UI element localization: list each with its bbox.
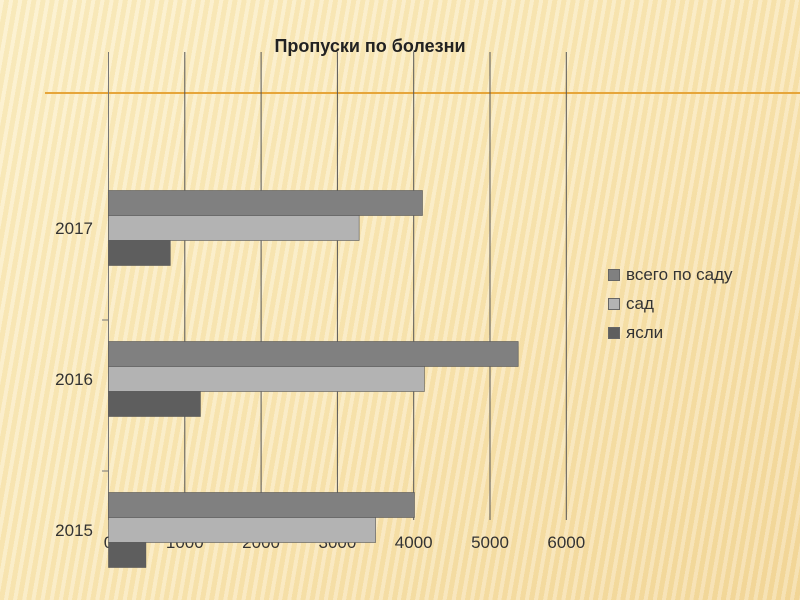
bar-2016-1 (108, 366, 425, 392)
y-tick-label: 2017 (55, 219, 93, 238)
x-tick-label: 4000 (395, 533, 433, 552)
legend-item: ясли (608, 318, 733, 347)
bar-2016-0 (108, 341, 519, 367)
x-tick-label: 6000 (547, 533, 585, 552)
bar-2017-1 (108, 215, 360, 241)
x-tick-label: 5000 (471, 533, 509, 552)
chart-title: Пропуски по болезни (274, 36, 465, 56)
bar-2015-0 (108, 492, 415, 518)
legend-label: всего по саду (626, 264, 733, 284)
bar-2017-0 (108, 190, 423, 216)
accent-line (45, 92, 800, 94)
legend-item: всего по саду (608, 260, 733, 289)
legend-swatch (608, 326, 620, 339)
legend-label: сад (626, 293, 654, 313)
bar-2017-2 (108, 240, 171, 266)
bar-2015-2 (108, 542, 147, 568)
y-tick-label: 2015 (55, 521, 93, 540)
bar-2015-1 (108, 517, 376, 543)
legend-swatch (608, 297, 620, 310)
legend: всего по саду сад ясли (608, 260, 733, 347)
y-tick-label: 2016 (55, 370, 93, 389)
legend-item: сад (608, 289, 733, 318)
bar-2016-2 (108, 391, 201, 417)
legend-label: ясли (626, 322, 664, 342)
legend-swatch (608, 268, 620, 281)
